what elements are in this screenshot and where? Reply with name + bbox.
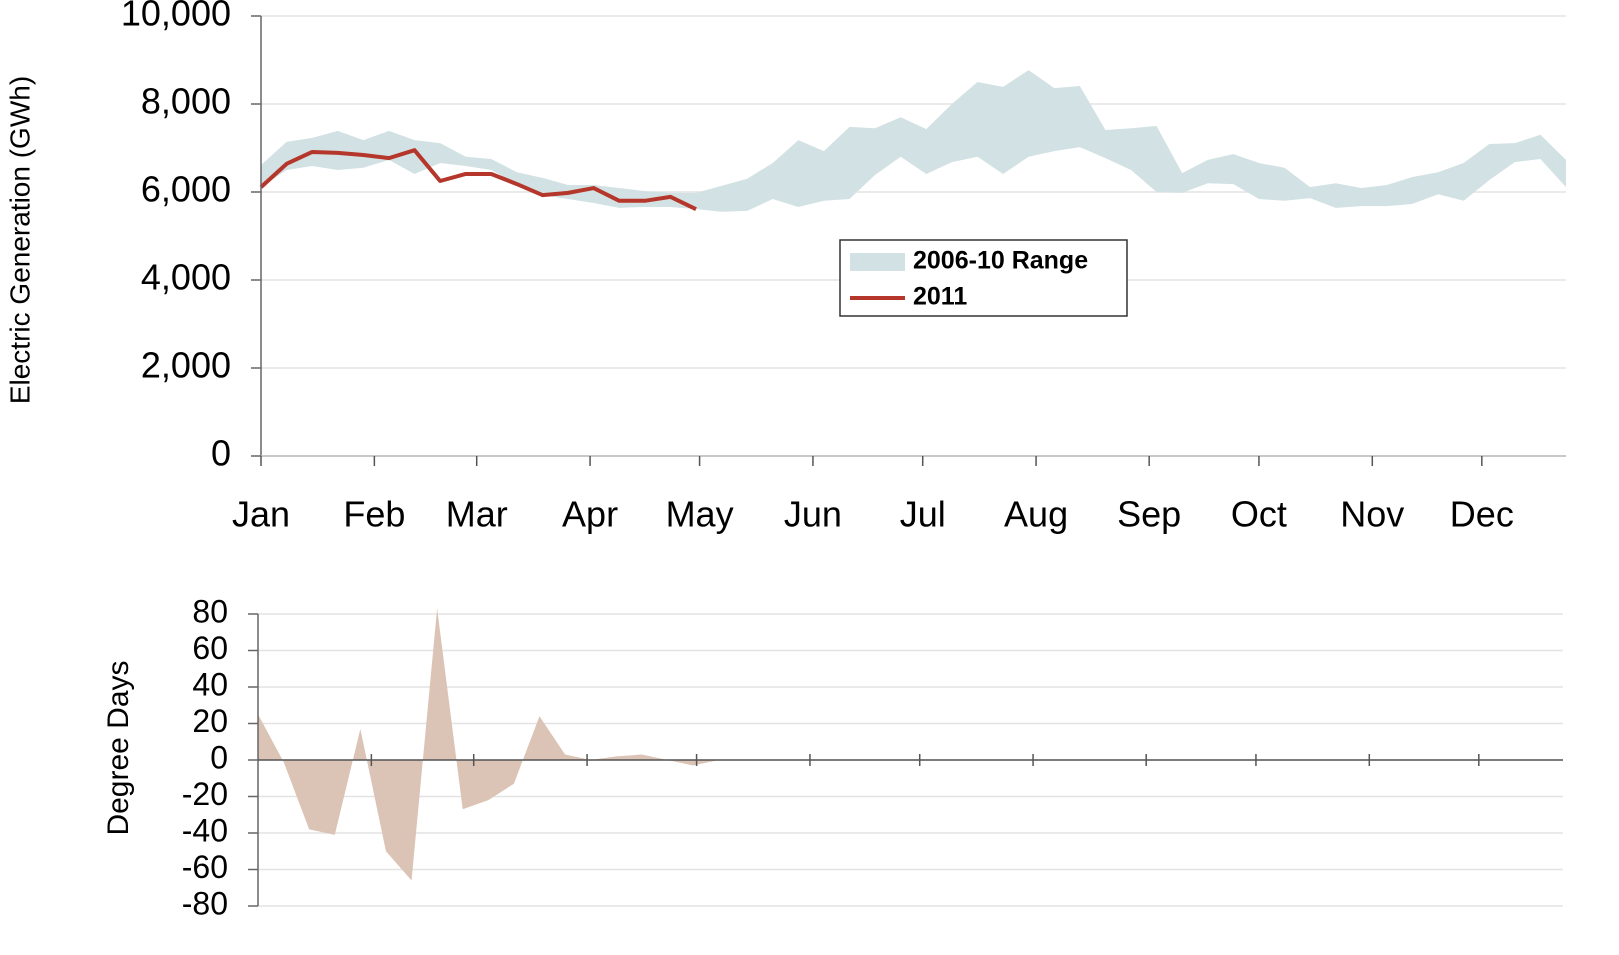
legend-swatch (850, 253, 905, 271)
y-tick-label: -40 (182, 812, 228, 848)
y-tick-label: 0 (210, 739, 228, 775)
y-tick-label: 10,000 (121, 0, 231, 34)
y-tick-label: 8,000 (141, 81, 231, 122)
y-tick-label: -20 (182, 776, 228, 812)
x-tick-label: May (666, 494, 734, 535)
x-tick-label: Jun (784, 494, 842, 535)
y-tick-label: 60 (192, 630, 228, 666)
series-line (259, 148, 697, 211)
x-tick-label: Oct (1231, 494, 1287, 535)
y-tick-label: -60 (182, 849, 228, 885)
x-tick-label: Aug (1004, 494, 1068, 535)
y-tick-label: 20 (192, 703, 228, 739)
y-tick-label: 0 (211, 433, 231, 474)
x-tick-label: Sep (1117, 494, 1181, 535)
y-tick-label: 40 (192, 666, 228, 702)
x-tick-label: Feb (343, 494, 405, 535)
x-tick-label: Jul (900, 494, 946, 535)
x-tick-label: Apr (562, 494, 618, 535)
x-tick-label: Mar (446, 494, 508, 535)
y-tick-label: 6,000 (141, 169, 231, 210)
x-tick-label: Nov (1340, 494, 1404, 535)
x-tick-label: Jan (232, 494, 290, 535)
legend-label: 2006-10 Range (913, 247, 1088, 275)
area (258, 608, 719, 881)
x-tick-label: Dec (1450, 494, 1514, 535)
legend-label: 2011 (913, 283, 967, 311)
y-axis-title: Degree Days (102, 660, 135, 835)
range-area (261, 70, 1566, 212)
y-tick-label: 2,000 (141, 345, 231, 386)
y-axis-title: Electric Generation (GWh) (4, 76, 35, 404)
legend-box (839, 239, 1128, 317)
y-tick-label: 4,000 (141, 257, 231, 298)
y-tick-label: -80 (182, 885, 228, 921)
y-tick-label: 80 (192, 593, 228, 629)
